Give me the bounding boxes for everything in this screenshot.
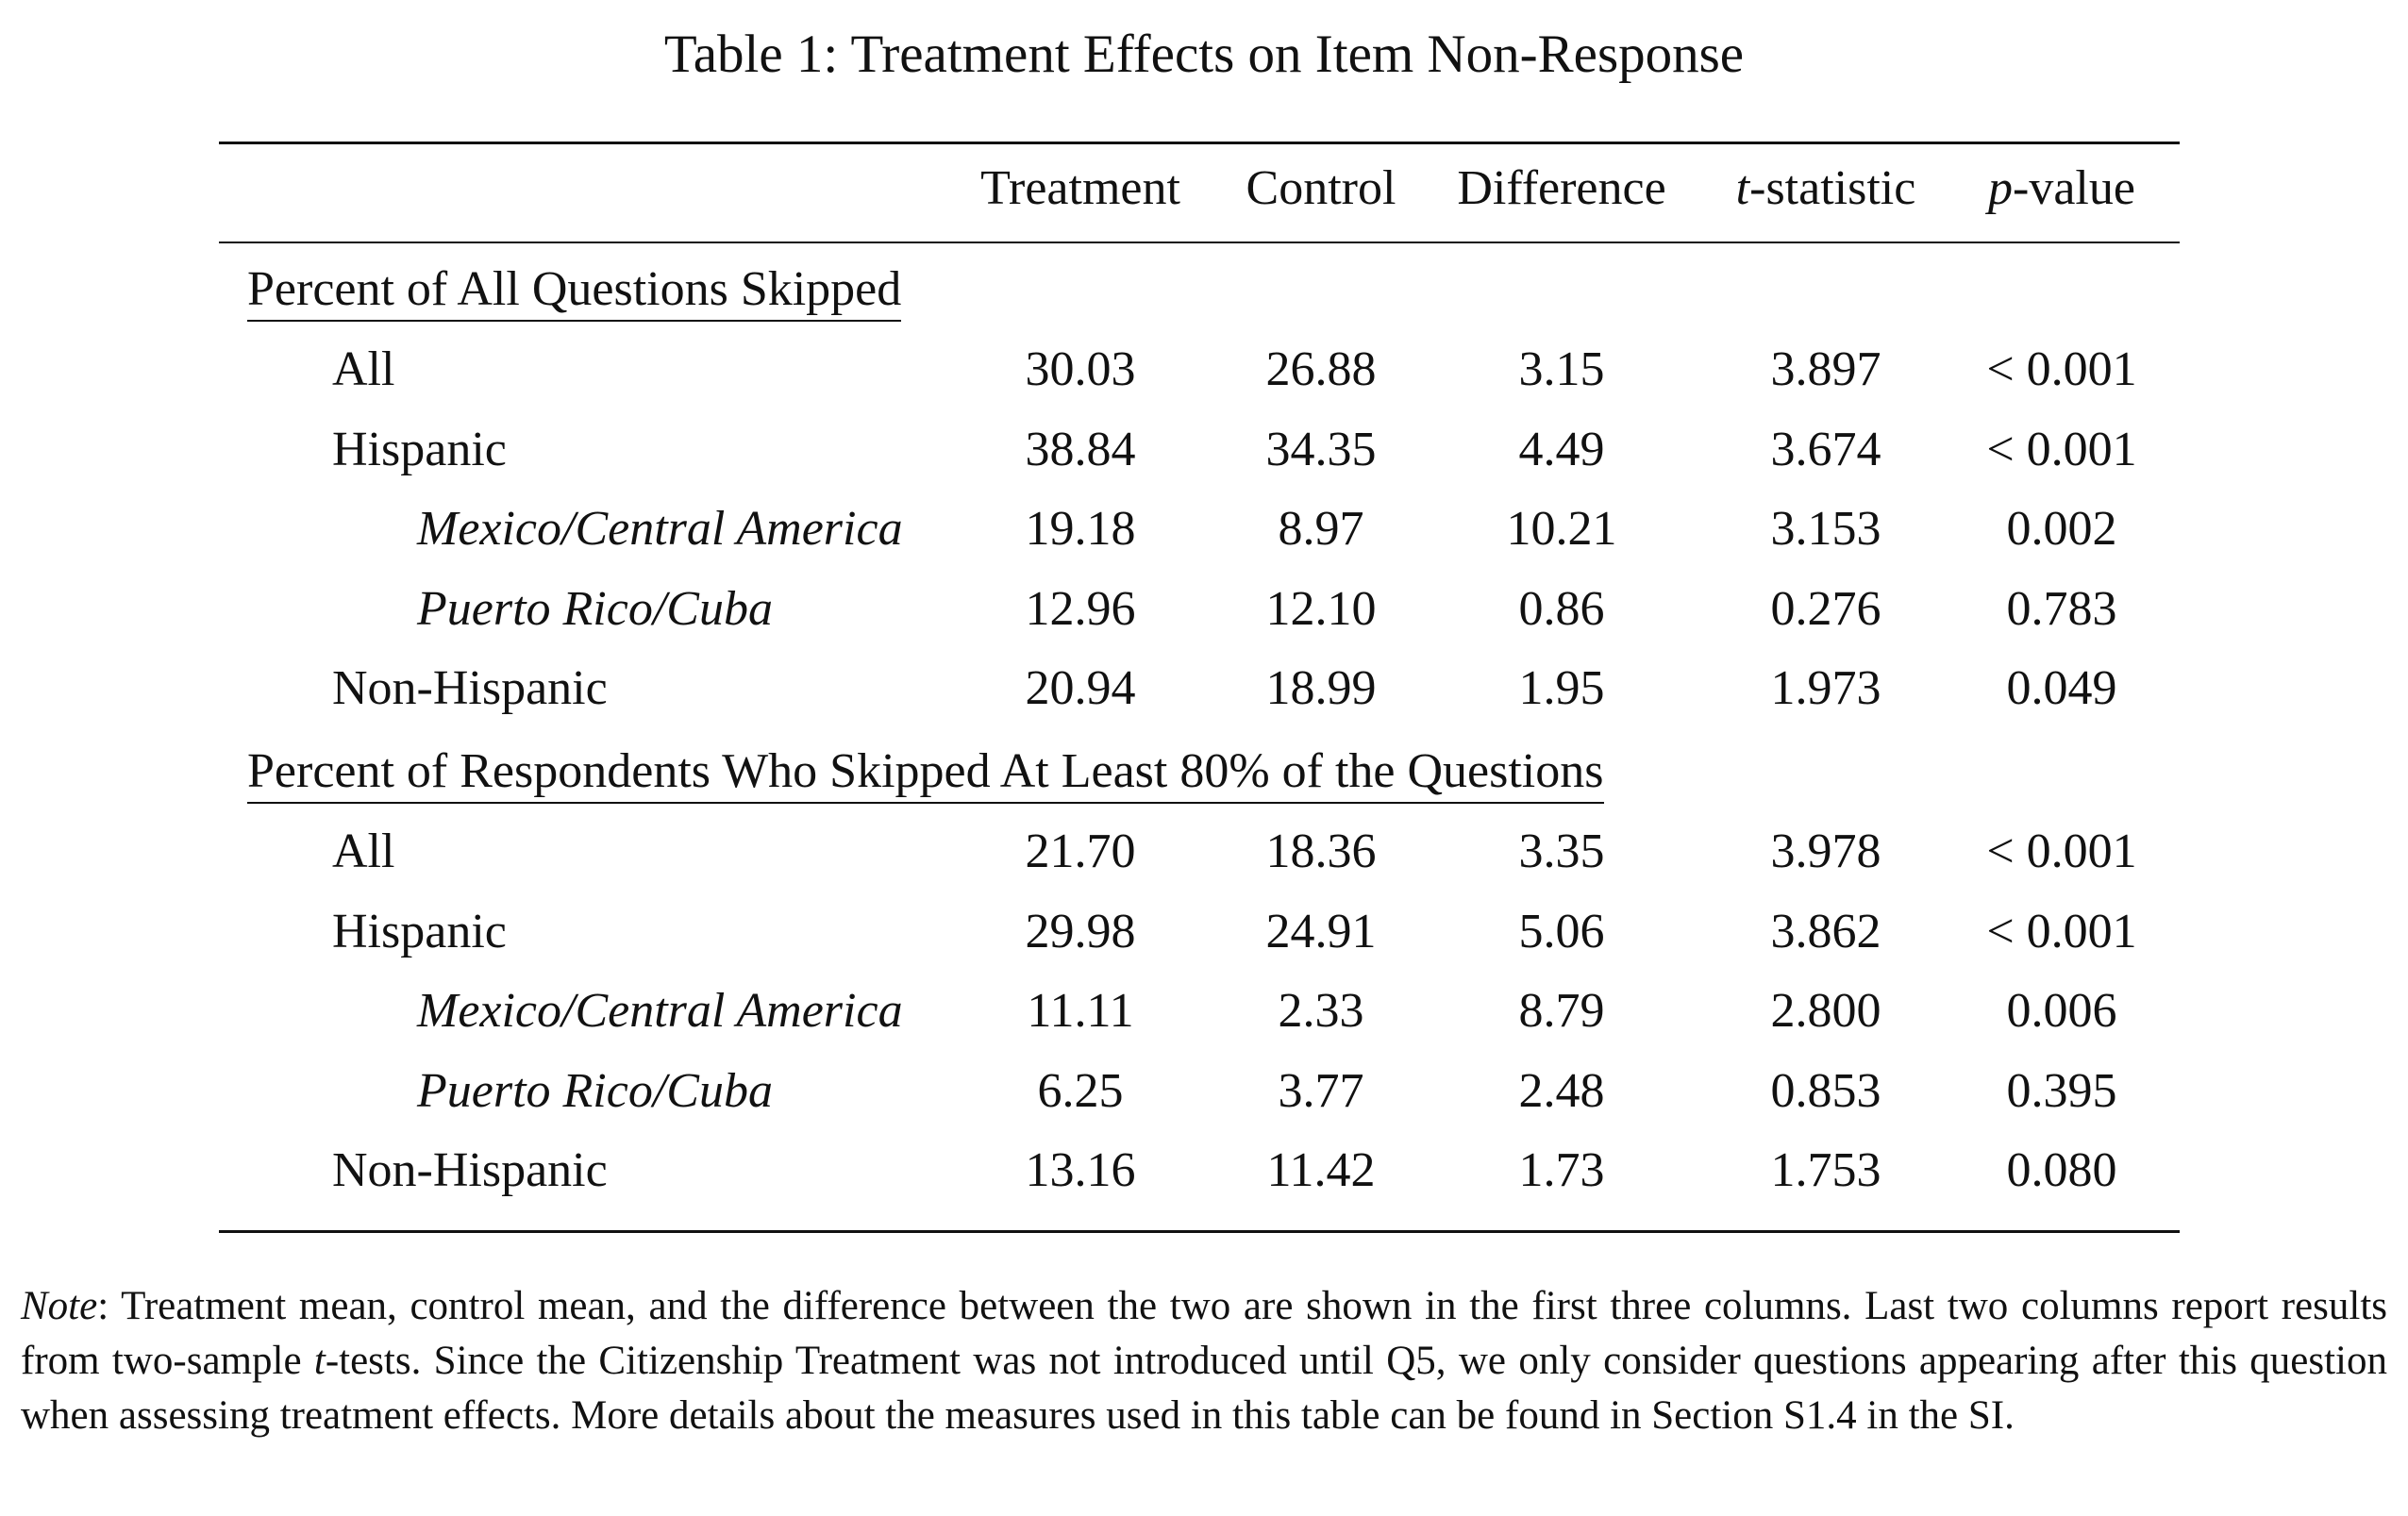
row-label: Hispanic bbox=[332, 422, 507, 476]
column-header-treatment: Treatment bbox=[980, 161, 1180, 215]
cell-difference: 10.21 bbox=[1506, 502, 1617, 556]
row-label: Mexico/Central America bbox=[417, 502, 903, 556]
cell-p-value: 0.783 bbox=[2006, 581, 2117, 636]
section-title: Percent of Respondents Who Skipped At Le… bbox=[247, 743, 1604, 804]
cell-p-value: < 0.001 bbox=[1986, 904, 2137, 958]
cell-t-statistic: 0.853 bbox=[1770, 1063, 1881, 1118]
row-label: Hispanic bbox=[332, 904, 507, 958]
cell-treatment: 29.98 bbox=[1025, 904, 1136, 958]
row-label: Non-Hispanic bbox=[332, 1143, 608, 1197]
cell-difference: 5.06 bbox=[1518, 904, 1605, 958]
cell-treatment: 11.11 bbox=[1027, 984, 1134, 1038]
top-rule bbox=[219, 142, 2180, 144]
cell-difference: 2.48 bbox=[1518, 1063, 1605, 1118]
cell-t-statistic: 3.897 bbox=[1770, 342, 1881, 396]
cell-control: 8.97 bbox=[1278, 502, 1364, 556]
cell-control: 3.77 bbox=[1278, 1063, 1364, 1118]
p-symbol: p bbox=[1988, 161, 2014, 215]
column-header-control: Control bbox=[1246, 161, 1396, 215]
cell-t-statistic: 0.276 bbox=[1770, 581, 1881, 636]
cell-t-statistic: 3.978 bbox=[1770, 825, 1881, 878]
cell-t-statistic: 1.753 bbox=[1770, 1143, 1881, 1197]
cell-control: 26.88 bbox=[1265, 342, 1377, 396]
row-label: All bbox=[332, 342, 395, 396]
cell-p-value: 0.002 bbox=[2006, 502, 2117, 556]
note-label: Note bbox=[21, 1284, 98, 1328]
cell-difference: 1.95 bbox=[1518, 661, 1605, 715]
cell-treatment: 19.18 bbox=[1025, 502, 1136, 556]
row-label: Puerto Rico/Cuba bbox=[417, 1063, 773, 1118]
cell-difference: 1.73 bbox=[1518, 1143, 1605, 1197]
cell-p-value: < 0.001 bbox=[1986, 825, 2137, 878]
cell-control: 24.91 bbox=[1265, 904, 1377, 958]
section-title: Percent of All Questions Skipped bbox=[247, 261, 902, 322]
cell-difference: 4.49 bbox=[1518, 422, 1605, 476]
cell-treatment: 30.03 bbox=[1025, 342, 1136, 396]
cell-control: 12.10 bbox=[1265, 581, 1377, 636]
table-caption: Table 1: Treatment Effects on Item Non-R… bbox=[663, 25, 1745, 84]
column-header-p-value: p-value bbox=[1944, 160, 2180, 217]
cell-t-statistic: 2.800 bbox=[1770, 984, 1881, 1038]
column-header-t-statistic: t-statistic bbox=[1713, 160, 1939, 217]
t-symbol: t bbox=[1735, 161, 1750, 215]
cell-t-statistic: 3.153 bbox=[1770, 502, 1881, 556]
row-label: Mexico/Central America bbox=[417, 984, 903, 1038]
note-text-part2: -tests. Since the Citizenship Treatment … bbox=[21, 1339, 2388, 1438]
cell-treatment: 13.16 bbox=[1025, 1143, 1136, 1197]
t-statistic-suffix: -statistic bbox=[1749, 161, 1916, 215]
cell-t-statistic: 1.973 bbox=[1770, 661, 1881, 715]
cell-treatment: 20.94 bbox=[1025, 661, 1136, 715]
cell-control: 18.36 bbox=[1265, 825, 1377, 878]
cell-difference: 0.86 bbox=[1518, 581, 1605, 636]
cell-t-statistic: 3.674 bbox=[1770, 422, 1881, 476]
cell-treatment: 6.25 bbox=[1037, 1063, 1124, 1118]
cell-treatment: 21.70 bbox=[1025, 825, 1136, 878]
bottom-rule bbox=[219, 1230, 2180, 1233]
note-t-symbol: t bbox=[313, 1339, 326, 1383]
cell-control: 2.33 bbox=[1278, 984, 1364, 1038]
cell-p-value: 0.080 bbox=[2006, 1143, 2117, 1197]
table-note: Note: Treatment mean, control mean, and … bbox=[21, 1279, 2387, 1443]
cell-t-statistic: 3.862 bbox=[1770, 904, 1881, 958]
row-label: Non-Hispanic bbox=[332, 661, 608, 715]
cell-control: 18.99 bbox=[1265, 661, 1377, 715]
cell-p-value: 0.049 bbox=[2006, 661, 2117, 715]
cell-p-value: < 0.001 bbox=[1986, 342, 2137, 396]
cell-control: 34.35 bbox=[1265, 422, 1377, 476]
cell-p-value: 0.006 bbox=[2006, 984, 2117, 1038]
header-rule bbox=[219, 242, 2180, 243]
cell-difference: 3.35 bbox=[1518, 825, 1605, 878]
cell-p-value: 0.395 bbox=[2006, 1063, 2117, 1118]
cell-control: 11.42 bbox=[1266, 1143, 1376, 1197]
row-label: All bbox=[332, 825, 395, 878]
cell-treatment: 38.84 bbox=[1025, 422, 1136, 476]
cell-treatment: 12.96 bbox=[1025, 581, 1136, 636]
row-label: Puerto Rico/Cuba bbox=[417, 581, 773, 636]
cell-p-value: < 0.001 bbox=[1986, 422, 2137, 476]
cell-difference: 8.79 bbox=[1518, 984, 1605, 1038]
cell-difference: 3.15 bbox=[1518, 342, 1605, 396]
note-text-part1: : Treatment mean, control mean, and the … bbox=[21, 1284, 2387, 1383]
p-value-suffix: -value bbox=[2013, 161, 2135, 215]
column-header-difference: Difference bbox=[1457, 161, 1666, 215]
